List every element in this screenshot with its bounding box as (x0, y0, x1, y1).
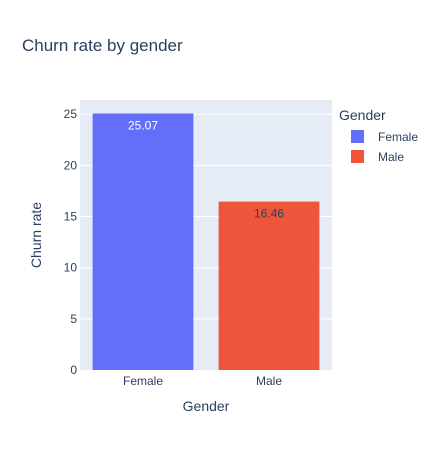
bar-value-label: 16.46 (254, 207, 284, 221)
x-tick-label: Male (256, 374, 282, 388)
y-tick-label: 0 (70, 363, 77, 377)
legend-swatch-female[interactable] (351, 130, 364, 143)
y-tick-label: 25 (64, 107, 78, 121)
bar-value-label: 25.07 (128, 119, 158, 133)
y-tick-label: 20 (64, 158, 78, 172)
y-tick-label: 5 (70, 312, 77, 326)
y-tick-label: 10 (64, 261, 78, 275)
bar-male[interactable] (218, 201, 320, 370)
x-tick-label: Female (123, 374, 163, 388)
chart-title: Churn rate by gender (22, 36, 183, 55)
legend-title: Gender (339, 107, 386, 123)
legend-swatch-male[interactable] (351, 150, 364, 163)
x-axis-title: Gender (183, 398, 230, 414)
y-axis-title: Churn rate (28, 202, 44, 268)
y-tick-label: 15 (64, 210, 78, 224)
legend-label[interactable]: Male (378, 150, 404, 164)
bar-female[interactable] (92, 113, 194, 370)
legend-label[interactable]: Female (378, 130, 418, 144)
